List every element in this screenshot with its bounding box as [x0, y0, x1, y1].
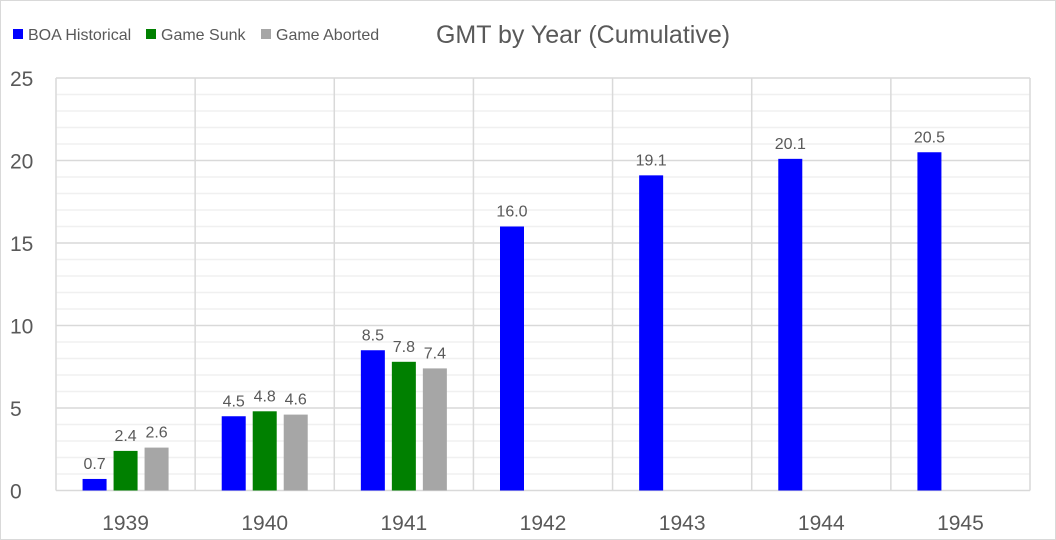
bar-boa-historical [221, 416, 246, 491]
y-tick-label: 20 [10, 151, 33, 174]
bar-game-aborted [283, 414, 308, 491]
data-label: 8.5 [362, 327, 384, 344]
legend-swatch [261, 29, 271, 39]
data-label: 4.5 [223, 393, 245, 410]
bar-game-sunk [113, 450, 138, 491]
data-label: 4.6 [285, 392, 307, 409]
legend-swatch [13, 29, 23, 39]
y-tick-label: 15 [10, 233, 33, 256]
y-tick-label: 0 [10, 481, 22, 504]
data-label: 0.7 [83, 456, 105, 473]
bar-boa-historical [360, 350, 385, 491]
data-label: 19.1 [636, 152, 667, 169]
legend-swatch [146, 29, 156, 39]
bar-boa-historical [82, 478, 107, 491]
legend-label: Game Aborted [276, 27, 379, 44]
legend-label: Game Sunk [161, 27, 246, 44]
data-label: 20.5 [914, 129, 945, 146]
data-label: 7.4 [424, 345, 446, 362]
x-tick-label: 1939 [102, 512, 149, 535]
data-label: 2.6 [145, 425, 167, 442]
data-label: 7.8 [393, 339, 415, 356]
bar-boa-historical [639, 175, 664, 491]
data-label: 20.1 [775, 136, 806, 153]
x-tick-label: 1942 [520, 512, 567, 535]
x-tick-label: 1944 [798, 512, 845, 535]
chart-title: GMT by Year (Cumulative) [436, 21, 730, 49]
x-tick-label: 1943 [659, 512, 706, 535]
bar-game-sunk [252, 411, 277, 491]
bar-game-sunk [391, 361, 416, 491]
x-tick-label: 1945 [937, 512, 984, 535]
y-tick-label: 5 [10, 398, 22, 421]
data-label: 16.0 [496, 204, 527, 221]
x-tick-label: 1941 [380, 512, 427, 535]
bar-game-aborted [144, 447, 169, 491]
bar-boa-historical [917, 152, 942, 491]
y-tick-label: 10 [10, 316, 33, 339]
bar-boa-historical [778, 158, 803, 491]
bar-boa-historical [500, 226, 524, 491]
data-label: 2.4 [114, 428, 136, 445]
y-tick-label: 25 [10, 68, 33, 91]
legend-label: BOA Historical [28, 27, 131, 44]
data-label: 4.8 [254, 388, 276, 405]
bar-game-aborted [422, 368, 447, 491]
x-tick-label: 1940 [241, 512, 288, 535]
